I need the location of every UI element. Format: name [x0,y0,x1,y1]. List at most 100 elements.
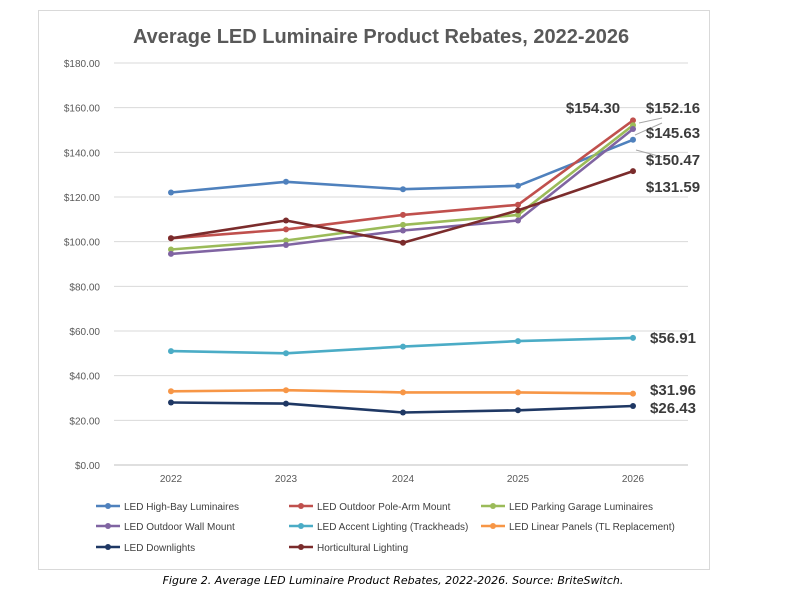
data-point [515,217,521,224]
data-point [283,400,289,407]
y-tick-label: $60.00 [69,327,100,338]
annotation-leader [635,149,663,158]
series-led-downlights [168,399,636,416]
y-tick-label: $160.00 [64,104,101,115]
data-point [630,168,636,175]
data-point [515,338,521,345]
legend-label: LED Linear Panels (TL Replacement) [509,522,675,533]
data-point [400,211,406,218]
legend-item: LED Outdoor Pole-Arm Mount [289,502,451,513]
data-point [400,221,406,228]
gridlines [114,62,688,466]
data-label: $152.16 [646,100,700,117]
legend-item: LED Accent Lighting (Trackheads) [289,522,468,533]
data-point [168,348,174,355]
data-point [515,182,521,189]
series-lines [168,117,636,416]
data-point [630,117,636,124]
data-label: $56.91 [650,330,696,347]
data-point [283,387,289,394]
series-led-accent-lighting-trackheads [168,334,636,357]
legend-label: LED Parking Garage Luminaires [509,502,653,513]
data-point [630,136,636,143]
legend-marker [105,544,111,550]
axis-labels: $0.00 $20.00 $40.00 $60.00 $80.00 $100.00 $120… [64,59,645,485]
data-point [515,201,521,208]
y-tick-label: $80.00 [69,282,100,293]
y-tick-label: $100.00 [64,238,101,249]
chart-frame [38,10,710,570]
legend-label: LED Downlights [124,543,195,554]
series-horticultural-lighting [168,168,636,246]
data-label: $31.96 [650,382,696,399]
data-point [168,189,174,196]
data-point [400,343,406,350]
y-tick-label: $40.00 [69,372,100,383]
data-point [515,211,521,218]
data-point [630,390,636,397]
y-tick-label: $140.00 [64,148,101,159]
data-point [283,350,289,357]
data-point [515,389,521,396]
legend-marker [490,503,496,509]
series-led-high-bay-luminaires [168,136,636,196]
legend-label: Horticultural Lighting [317,543,408,554]
legend-marker [105,523,111,529]
x-tick-label: 2024 [392,474,415,485]
value-annotations: $154.30 $152.16 $145.63 $150.47 $131.59 $56.9… [566,100,700,417]
annotation-leader [638,117,663,124]
data-point [283,237,289,244]
y-tick-label: $0.00 [75,461,100,472]
data-point [515,407,521,414]
legend-item: LED Downlights [96,543,195,554]
legend-marker [105,503,111,509]
data-label: $154.30 [566,100,620,117]
legend-label: LED Outdoor Wall Mount [124,522,235,533]
series-led-linear-panels-tl-replacement [168,387,636,397]
data-point [400,239,406,246]
y-tick-label: $180.00 [64,59,101,70]
data-point [283,226,289,233]
series-led-outdoor-wall-mount [168,126,636,257]
data-point [283,217,289,224]
x-tick-label: 2023 [275,474,298,485]
x-tick-label: 2025 [507,474,530,485]
data-point [168,246,174,253]
data-point [283,242,289,248]
legend-marker [490,523,496,529]
data-point [400,186,406,193]
data-point [400,227,406,234]
data-point [630,126,636,132]
data-point [630,403,636,409]
data-point [283,178,289,185]
data-point [515,207,521,214]
data-point [168,235,174,242]
legend-item: LED Outdoor Wall Mount [96,522,235,533]
annotation-leader [634,122,663,136]
legend-item: LED Parking Garage Luminaires [481,502,653,513]
data-point [168,250,174,257]
data-point [400,389,406,396]
line-chart: Average LED Luminaire Product Rebates, 2… [64,26,700,554]
data-label: $131.59 [646,179,700,196]
legend-label: LED Accent Lighting (Trackheads) [317,522,468,533]
legend-marker [298,523,304,529]
legend-item: LED Linear Panels (TL Replacement) [481,522,675,533]
legend: LED High-Bay Luminaires LED Outdoor Pole-… [96,502,675,554]
legend-marker [298,544,304,550]
data-point [168,388,174,395]
figure-caption: Figure 2. Average LED Luminaire Product … [162,574,624,587]
legend-item: LED High-Bay Luminaires [96,502,239,513]
data-label: $26.43 [650,400,696,417]
x-tick-label: 2022 [160,474,183,485]
data-label: $145.63 [646,125,700,142]
legend-label: LED Outdoor Pole-Arm Mount [317,502,451,513]
x-tick-label: 2026 [622,474,645,485]
chart-title: Average LED Luminaire Product Rebates, 2… [133,26,629,48]
data-point [630,334,636,341]
data-label: $150.47 [646,152,700,169]
y-tick-label: $20.00 [69,416,100,427]
data-point [168,399,174,406]
legend-item: Horticultural Lighting [289,543,408,554]
y-tick-label: $120.00 [64,193,101,204]
